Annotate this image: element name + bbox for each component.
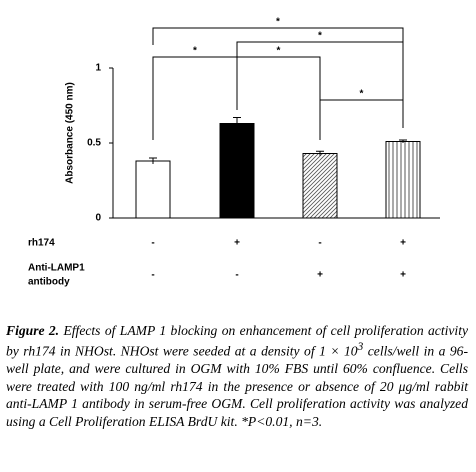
significance-label: * <box>277 46 281 57</box>
treatment-sign: - <box>235 270 238 281</box>
caption-text: Effects of LAMP 1 blocking on enhancemen… <box>6 323 469 359</box>
treatment-sign: - <box>318 238 321 249</box>
treatment-label: rh174 <box>28 238 55 249</box>
treatment-sign: + <box>400 270 406 281</box>
significance-label: * <box>193 46 197 57</box>
bar <box>135 160 171 219</box>
chart: Absorbance (450 nm) 0 0.5 1 * * * * * rh174 - + - + A… <box>28 17 440 288</box>
y-tick-label: 1 <box>95 63 101 74</box>
significance-bracket <box>236 56 321 140</box>
caption-label: Figure 2. <box>6 323 60 338</box>
treatment-sign: - <box>151 270 154 281</box>
caption-superscript: 3 <box>357 341 364 354</box>
significance-label: * <box>360 89 364 100</box>
significance-bracket <box>319 99 404 140</box>
treatment-label: Anti-LAMP1 <box>28 263 85 274</box>
treatment-label: antibody <box>28 277 70 288</box>
y-tick-label: 0 <box>95 213 101 224</box>
significance-label: * <box>276 17 280 28</box>
bar <box>219 123 255 219</box>
caption-text: cells/well in a 96-well plate, and were … <box>6 343 468 429</box>
y-axis-label: Absorbance (450 nm) <box>65 82 76 184</box>
bar <box>302 153 338 219</box>
y-tick-label: 0.5 <box>87 138 101 149</box>
treatment-sign: + <box>400 238 406 249</box>
significance-label: * <box>318 31 322 42</box>
treatment-sign: + <box>234 238 240 249</box>
bar <box>385 141 421 219</box>
treatment-sign: - <box>151 238 154 249</box>
caption: Figure 2. Effects of LAMP 1 blocking on … <box>6 322 468 430</box>
treatment-sign: + <box>317 270 323 281</box>
significance-bracket <box>152 27 404 45</box>
